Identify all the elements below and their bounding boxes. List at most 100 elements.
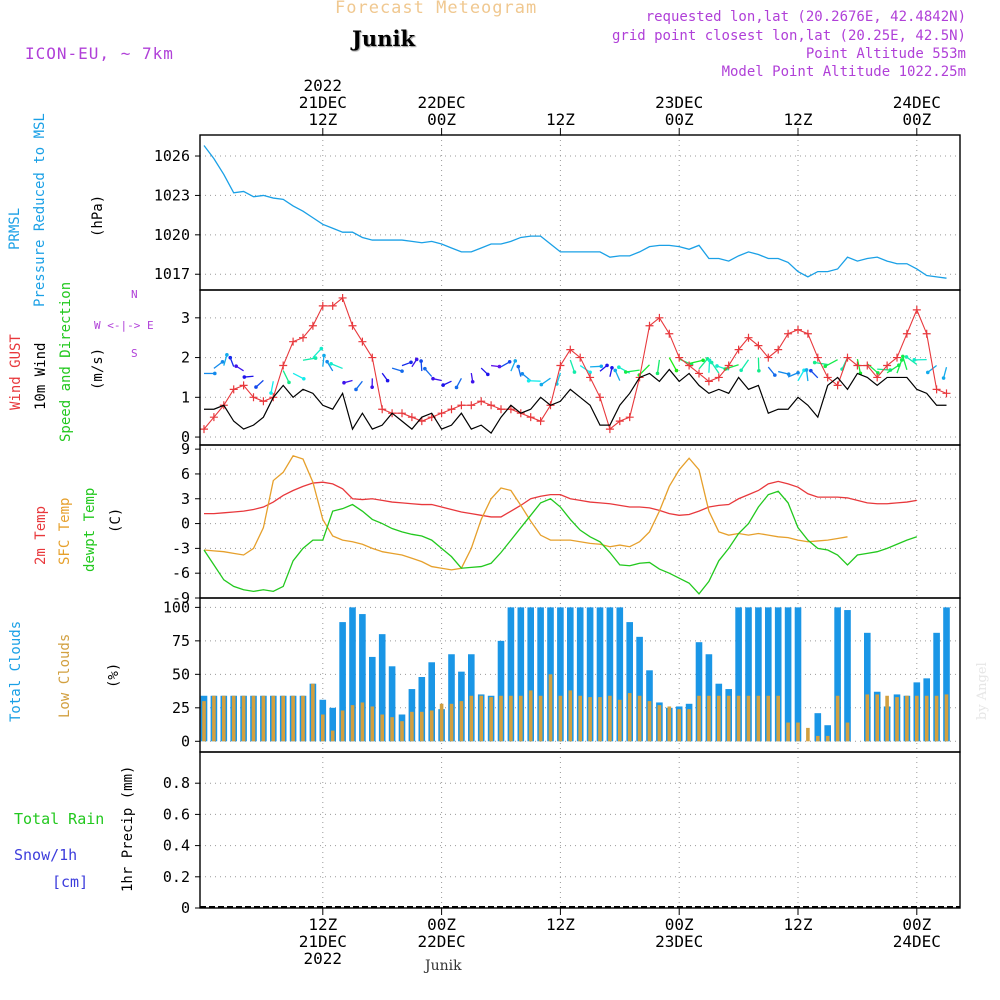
wind-direction-arrow (668, 357, 678, 371)
wind-gust-point (754, 341, 763, 350)
wind-gust-point (239, 381, 248, 390)
pressure-label-line2: Pressure Reduced to MSL (32, 113, 48, 307)
wind-direction-arrow (656, 359, 661, 374)
bottom-tick-label: 12Z (546, 915, 575, 934)
wind-gust-point (625, 413, 634, 422)
top-tick-label: 00Z (902, 110, 931, 129)
low-cloud-bar (222, 695, 226, 742)
wind-arrow-head (409, 360, 413, 365)
wind-arrow-head (220, 360, 225, 364)
wind-gust-point (576, 353, 585, 362)
low-cloud-bar (627, 693, 632, 742)
low-cloud-bar (825, 735, 830, 742)
low-cloud-bar (311, 683, 315, 742)
clouds-ytick-label-4: 100 (163, 598, 190, 616)
wind-gust-point (348, 321, 357, 330)
low-cloud-bar (528, 690, 533, 742)
wind-arrow-head (325, 359, 329, 364)
low-cloud-bar (944, 694, 949, 742)
low-cloud-bar (429, 710, 434, 742)
wind-gust-point (902, 329, 911, 338)
wind-arrow-head (904, 355, 909, 359)
wind-arrow-head (254, 385, 258, 389)
location-title: Junik (352, 26, 415, 51)
wind-gust-point (605, 425, 614, 434)
total-cloud-bar (517, 607, 525, 742)
wind-arrow-head (497, 364, 502, 369)
low-cloud-bar (796, 722, 800, 742)
low-cloud-bar (835, 695, 840, 742)
low-cloud-bar (618, 699, 622, 742)
wind-arrow-head (234, 364, 238, 368)
low-cloud-bar (885, 695, 889, 742)
wind-arrow-head (809, 368, 813, 373)
compass-west-east: W <-|-> E (94, 319, 154, 332)
total-cloud-bar (755, 607, 762, 742)
top-tick-label: 12Z (546, 110, 575, 129)
wind-direction-arrow (787, 372, 799, 378)
low-cloud-bar (687, 709, 691, 742)
wind-gust-point (912, 305, 921, 314)
wind-gust-point (556, 361, 565, 370)
wind-gust-point (883, 361, 892, 370)
bottom-tick-label: 21DEC (299, 932, 347, 951)
wind-arrow-head (901, 354, 905, 359)
temp-panel (195, 444, 961, 599)
low-cloud-bar (509, 695, 513, 742)
low-cloud-bar (459, 701, 464, 742)
wind-arrow-head (796, 370, 800, 375)
bottom-tick-label: 23DEC (655, 932, 703, 951)
top-tick-label: 00Z (427, 110, 456, 129)
model-altitude: Model Point Altitude 1022.25m (721, 64, 966, 80)
wind-direction-arrow (540, 377, 551, 386)
total-cloud-bar (814, 713, 822, 742)
wind-arrow-head (786, 372, 791, 376)
wind-direction-arrow (896, 359, 903, 374)
wind-arrow-head (605, 363, 609, 368)
wind-direction-arrow (688, 359, 704, 365)
wind-gust-point (467, 401, 476, 410)
low-cloud-bar (499, 695, 503, 742)
wind-arrow-head (899, 358, 904, 362)
wind-arrow-head (925, 370, 930, 375)
wind-arrow-head (812, 360, 817, 365)
precip-unit: 1hr Precip (mm) (120, 765, 136, 892)
bottom-tick-label: 22DEC (418, 932, 466, 951)
wind-direction-arrow (223, 354, 228, 366)
temp-label-dewpt: dewpt Temp (82, 487, 98, 572)
low-cloud-bar (865, 694, 870, 742)
wind-arrow-head (319, 346, 324, 351)
wind-label-10m: 10m Wind (33, 342, 49, 410)
wind-arrow-head (242, 375, 247, 379)
low-cloud-bar (895, 697, 899, 742)
wind-direction-arrow (569, 359, 576, 373)
low-cloud-bar (489, 697, 493, 742)
wind-arrow-head (520, 371, 525, 376)
wind-gust-point (318, 301, 327, 310)
low-cloud-bar (845, 722, 850, 742)
wind-10m-line (204, 368, 947, 434)
wind-gust-point (714, 373, 723, 382)
wind-direction-arrow (322, 355, 325, 367)
low-cloud-bar (281, 695, 285, 742)
low-cloud-bar (212, 695, 216, 742)
wind-arrow-head (441, 383, 445, 387)
temp-ytick-label-3: 0 (181, 515, 190, 533)
bottom-tick-label: 12Z (784, 915, 813, 934)
wind-direction-arrow (270, 381, 274, 394)
wind-direction-arrow (312, 348, 322, 359)
wind-gust-point (645, 321, 654, 330)
wind-direction-arrow (638, 364, 650, 376)
temp-ytick-label-0: -9 (172, 589, 190, 607)
total-cloud-bar (537, 607, 544, 742)
temp-2m-line (204, 480, 917, 518)
wind-direction-arrow (711, 362, 720, 374)
wind-arrow-head (313, 356, 318, 360)
precip-panel (195, 751, 961, 909)
wind-gust-point (497, 405, 505, 414)
precip-ytick-label-2: 0.4 (163, 837, 190, 855)
low-cloud-bar (360, 702, 365, 742)
wind-arrow-head (431, 376, 435, 381)
wind-arrow-head (516, 364, 521, 369)
wind-gust-point (823, 373, 832, 382)
